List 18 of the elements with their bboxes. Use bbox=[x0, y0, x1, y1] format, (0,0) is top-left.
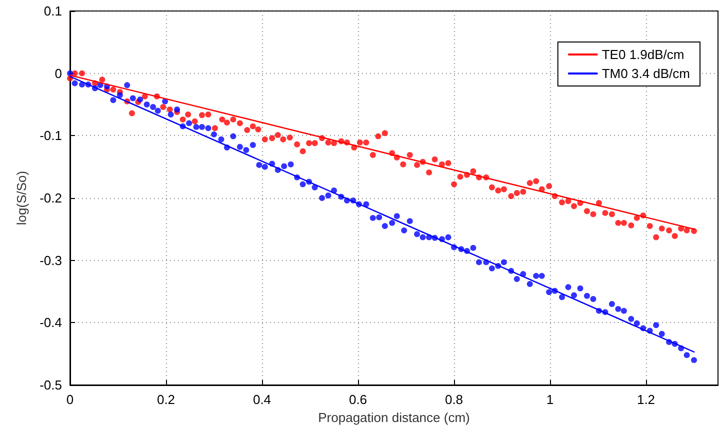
y-tick-label: 0.1 bbox=[44, 4, 62, 18]
y-tick-label: -0.4 bbox=[40, 315, 62, 330]
y-tick-label: -0.5 bbox=[40, 378, 62, 392]
x-tick-label: 0.6 bbox=[348, 392, 368, 407]
x-axis-title: Propagation distance (cm) bbox=[318, 410, 470, 425]
x-tick-label: 0 bbox=[66, 392, 74, 407]
legend-label: TM0 3.4 dB/cm bbox=[602, 66, 690, 81]
x-tick-label: 0.2 bbox=[156, 392, 176, 407]
x-tick-label: 0.4 bbox=[252, 392, 272, 407]
x-tick-label: 1 bbox=[546, 392, 554, 407]
y-tick-label: 0 bbox=[54, 66, 62, 81]
x-tick-label: 1.2 bbox=[636, 392, 656, 407]
y-tick-label: -0.2 bbox=[40, 190, 62, 206]
legend-label: TE0 1.9dB/cm bbox=[602, 47, 684, 62]
y-tick-label: -0.1 bbox=[40, 128, 62, 144]
y-axis-title: log(S/So) bbox=[14, 170, 29, 226]
y-tick-label: -0.3 bbox=[40, 252, 62, 268]
x-tick-label: 0.8 bbox=[444, 392, 464, 407]
